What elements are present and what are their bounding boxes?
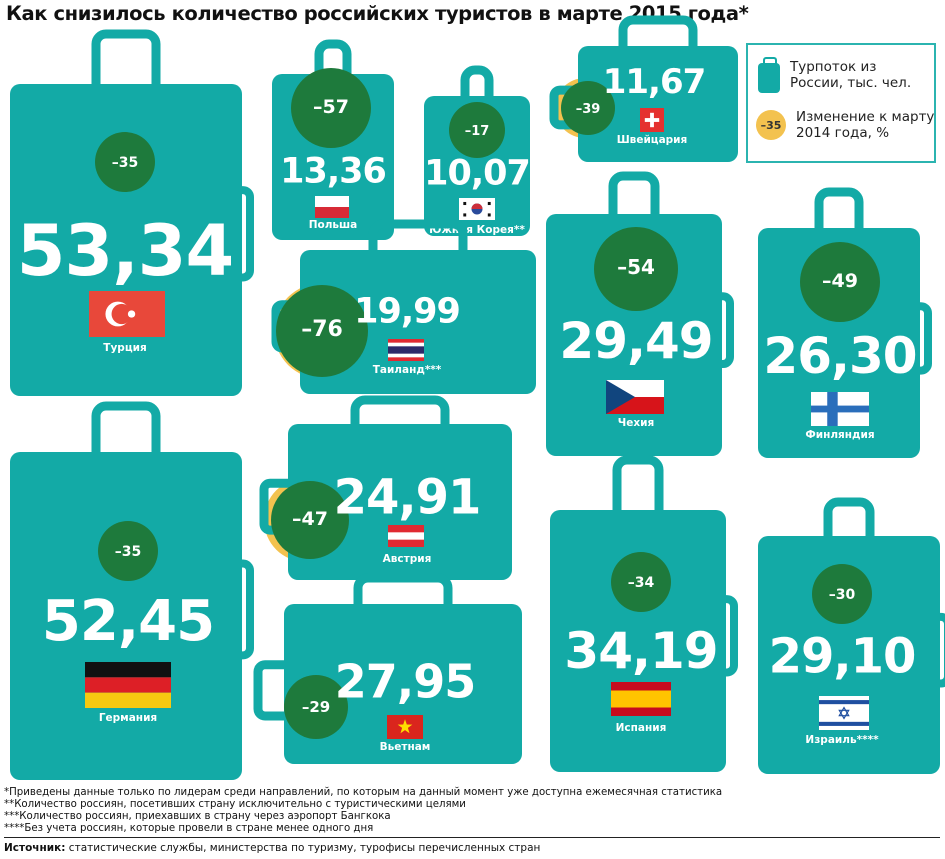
change-circle <box>449 102 505 158</box>
change-value: –76 <box>301 317 343 342</box>
suitcase-finland: –49 26,30 Финляндия <box>758 187 932 458</box>
country-label: Германия <box>99 712 157 724</box>
source-line: Источник: статистические службы, министе… <box>4 842 540 854</box>
suitcase-poland: –57 13,36 Польша <box>272 39 394 240</box>
tourists-value: 11,67 <box>603 62 706 102</box>
change-value: –57 <box>313 96 349 118</box>
legend-circle: –35 <box>756 110 786 140</box>
footnote: **Количество россиян, посетивших страну … <box>4 799 466 810</box>
country-label: Польша <box>309 219 358 231</box>
change-value: –29 <box>302 698 330 716</box>
change-circle <box>98 521 158 581</box>
suitcase-spain: –34 34,19 Испания <box>550 455 738 772</box>
source-text: статистические службы, министерства по т… <box>65 842 541 854</box>
legend-suitcase-row: Турпоток из России, тыс. чел. <box>756 57 930 93</box>
change-circle <box>271 481 349 559</box>
change-circle <box>561 81 615 135</box>
change-value: –35 <box>112 155 138 171</box>
suitcase-chart: –3553,34Турция–5713,36Польша–1710,07Южна… <box>10 15 945 780</box>
flag-korea <box>459 198 495 220</box>
change-value: –39 <box>576 102 601 117</box>
country-label: Турция <box>103 342 146 354</box>
country-label: Чехия <box>618 417 654 429</box>
change-value: –54 <box>617 255 655 279</box>
chart-title: Как снизилось количество российских тури… <box>6 2 749 25</box>
flag-spain <box>611 682 671 716</box>
flag-germany <box>85 662 171 708</box>
divider <box>4 837 940 838</box>
flag-switzerland <box>640 108 664 132</box>
footnotes: *Приведены данные только по лидерам сред… <box>4 787 722 835</box>
suitcase-icon <box>756 57 782 93</box>
suitcase-body <box>288 424 512 580</box>
tourists-value: 26,30 <box>763 327 916 385</box>
suitcase-vietnam: –29 27,95 Вьетнам <box>253 573 522 764</box>
change-circle <box>95 132 155 192</box>
flag-poland <box>315 196 349 218</box>
change-circle <box>276 285 368 377</box>
suitcase-israel: –30 29,10 Израиль**** <box>758 497 945 774</box>
change-circle <box>812 564 872 624</box>
tourists-value: 52,45 <box>42 589 214 654</box>
footnote: ***Количество россиян, приехавших в стра… <box>4 811 391 822</box>
country-label: Испания <box>616 722 667 734</box>
suitcase-austria: –47 24,91 Австрия <box>259 395 512 580</box>
legend: Турпоток из России, тыс. чел. –35 Измене… <box>746 43 936 163</box>
change-circle <box>291 68 371 148</box>
tourists-value: 19,99 <box>354 292 460 332</box>
tourists-value: 29,49 <box>559 312 712 370</box>
country-label: Израиль**** <box>805 734 879 746</box>
country-label: Вьетнам <box>380 741 431 753</box>
suitcase-body <box>546 214 722 456</box>
change-circle <box>800 242 880 322</box>
footnote: *Приведены данные только по лидерам сред… <box>4 787 723 798</box>
country-label: Финляндия <box>805 429 874 441</box>
tourists-value: 13,36 <box>280 152 386 192</box>
suitcase-body <box>10 84 242 396</box>
suitcase-body <box>10 452 242 780</box>
flag-turkey <box>89 291 165 337</box>
suitcase-body <box>550 510 726 772</box>
suitcase-czech: –54 29,49 Чехия <box>546 171 734 456</box>
tourists-value: 53,34 <box>17 210 233 292</box>
suitcase-germany: –35 52,45 Германия <box>10 401 254 780</box>
source-label: Источник: <box>4 842 66 854</box>
country-label: Австрия <box>383 553 432 565</box>
suitcase-thailand: –76 19,99 Таиланд*** <box>271 219 536 394</box>
suitcase-body <box>758 536 940 774</box>
country-label: Таиланд*** <box>373 364 442 376</box>
flag-thailand <box>388 339 424 361</box>
suitcase-turkey: –35 53,34 Турция <box>10 29 254 396</box>
tourists-value: 29,10 <box>769 628 916 684</box>
legend-circle-label: Изменение к марту 2014 года, % <box>796 109 935 141</box>
suitcase-body <box>284 604 522 764</box>
flag-austria <box>388 525 424 547</box>
flag-vietnam <box>387 715 423 739</box>
flag-israel <box>819 696 869 730</box>
flag-finland <box>811 392 869 426</box>
flag-czech <box>606 380 664 414</box>
change-value: –49 <box>822 270 858 292</box>
change-value: –34 <box>628 575 655 591</box>
change-value: –35 <box>115 544 141 560</box>
change-circle <box>284 675 348 739</box>
footnote: ****Без учета россиян, которые провели в… <box>4 823 374 834</box>
tourists-value: 24,91 <box>334 469 481 525</box>
change-value: –17 <box>465 124 490 139</box>
change-value: –30 <box>829 587 856 603</box>
tourists-value: 27,95 <box>335 655 476 709</box>
country-label: Швейцария <box>617 134 688 146</box>
tourists-value: 10,07 <box>424 154 530 194</box>
change-value: –47 <box>292 508 328 530</box>
suitcase-body <box>578 46 738 162</box>
tourists-value: 34,19 <box>564 622 717 680</box>
legend-suitcase-label: Турпоток из России, тыс. чел. <box>790 59 912 91</box>
change-circle <box>611 552 671 612</box>
legend-circle-row: –35 Изменение к марту 2014 года, % <box>756 109 936 141</box>
change-circle <box>594 227 678 311</box>
